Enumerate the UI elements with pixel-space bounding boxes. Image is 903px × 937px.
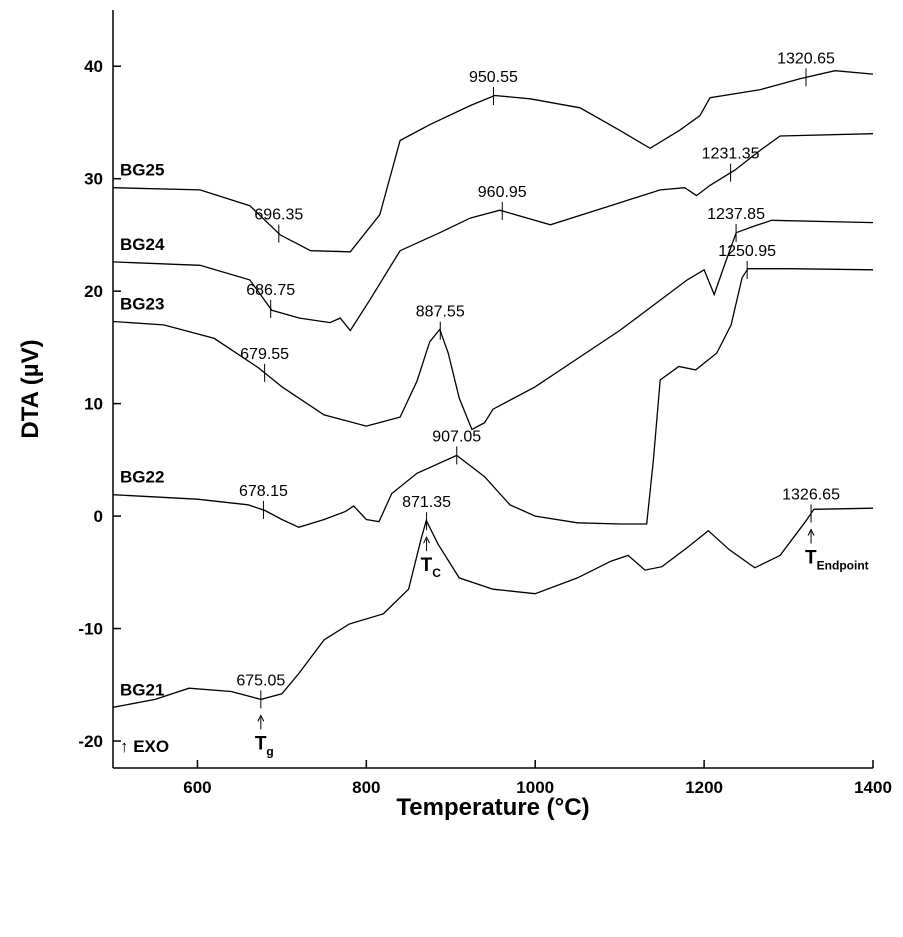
y-axis-label: DTA (µV) [17, 339, 44, 438]
y-tick-label: 40 [84, 57, 103, 76]
x-tick-label: 1200 [685, 778, 723, 797]
marker-label: 1250.95 [718, 243, 776, 260]
y-tick-label: 0 [94, 507, 103, 526]
series-line [112, 219, 874, 431]
x-axis-label: Temperature (°C) [396, 794, 589, 821]
y-tick-label: -10 [78, 620, 103, 639]
marker-label: 1320.65 [777, 50, 835, 67]
marker-label: 907.05 [432, 428, 481, 445]
marker-label: 1231.35 [702, 146, 760, 163]
series-line [112, 507, 874, 708]
x-tick-label: 800 [352, 778, 380, 797]
y-tick-label: 10 [84, 395, 103, 414]
marker-label: 696.35 [254, 207, 303, 224]
series-line [112, 133, 874, 332]
tag-sub: g [266, 744, 273, 758]
tag-text: T [421, 555, 433, 576]
marker-label: 675.05 [236, 672, 285, 689]
marker-label: 1237.85 [707, 206, 765, 223]
x-tick-label: 600 [183, 778, 211, 797]
tag-text: T [805, 547, 817, 568]
marker-label: 871.35 [402, 494, 451, 511]
series-line [112, 70, 874, 253]
marker-label: 887.55 [416, 304, 465, 321]
tag-arrowhead [807, 528, 815, 536]
tag-text: T [255, 733, 267, 754]
marker-label: 679.55 [240, 346, 289, 363]
series-label: BG24 [120, 235, 165, 254]
y-tick-label: -20 [78, 732, 103, 751]
marker-label: 686.75 [246, 282, 295, 299]
tag-arrowhead [257, 714, 265, 722]
tag-sub: Endpoint [817, 558, 869, 572]
x-tick-label: 1000 [516, 778, 554, 797]
x-tick-label: 1400 [854, 778, 892, 797]
tag-label: TEndpoint [805, 547, 869, 572]
marker-label: 678.15 [239, 483, 288, 500]
tag-arrowhead [423, 536, 431, 544]
tag-label: Tg [255, 733, 274, 758]
series-label: BG21 [120, 680, 164, 699]
tag-sub: C [432, 566, 441, 580]
tag-label: TC [421, 555, 442, 580]
marker-label: 960.95 [478, 184, 527, 201]
y-tick-label: 20 [84, 282, 103, 301]
annotation: ↑ EXO [120, 737, 169, 756]
series-label: BG23 [120, 295, 164, 314]
series-line [112, 268, 874, 528]
marker-label: 1326.65 [782, 486, 840, 503]
marker-label: 950.55 [469, 69, 518, 86]
series-label: BG25 [120, 161, 164, 180]
series-label: BG22 [120, 468, 164, 487]
y-tick-label: 30 [84, 170, 103, 189]
